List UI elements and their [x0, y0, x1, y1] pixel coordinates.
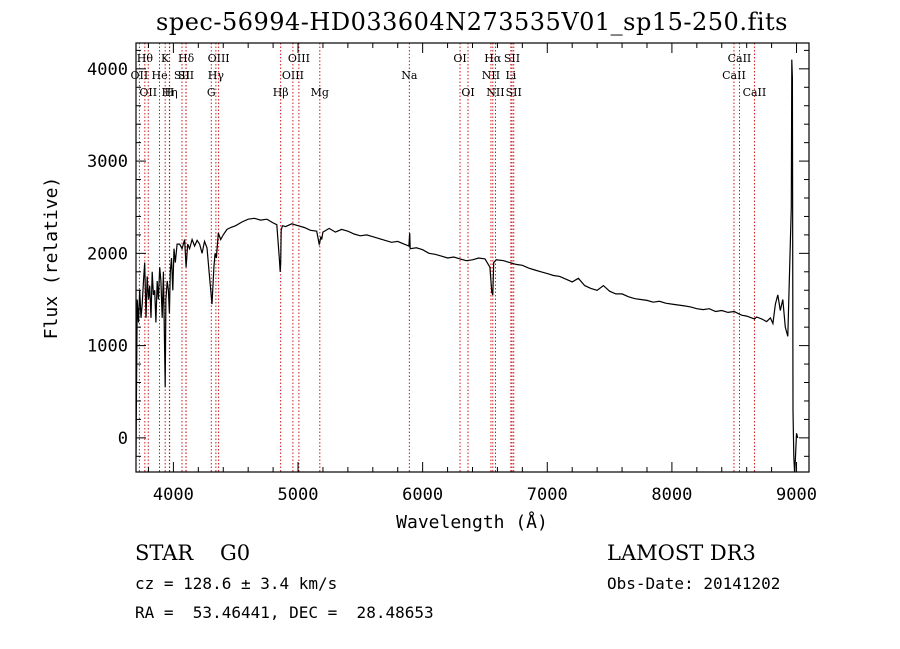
- line-marker-label: K: [161, 52, 170, 65]
- line-marker-label: SII: [174, 69, 190, 82]
- y-tick-label: 2000: [87, 244, 128, 264]
- x-tick-label: 9000: [776, 485, 817, 505]
- y-axis: 0 1000 2000 3000 4000: [87, 49, 809, 457]
- line-marker-label: OIII: [208, 52, 230, 65]
- obs-date-text: Obs-Date: 20141202: [607, 574, 781, 593]
- x-axis: 4000 5000 6000 7000 8000 9000: [147, 43, 817, 505]
- coordinates-text: RA = 53.46441, DEC = 28.48653: [135, 603, 434, 622]
- line-labels: HθOIIOIIHeHηKHSIIHδSIIGHγOIIIHβOIIIOIIIM…: [131, 52, 767, 99]
- plot-frame: [135, 42, 810, 473]
- spectrum-line: [136, 59, 799, 472]
- line-marker-label: Hα: [484, 52, 502, 65]
- y-axis-label: Flux (relative): [41, 177, 62, 340]
- redshift-text: cz = 128.6 ± 3.4 km/s: [135, 574, 338, 593]
- subclass-label: G0: [219, 541, 251, 565]
- line-marker-label: OIII: [282, 69, 304, 82]
- object-class: STAR G0: [135, 541, 250, 565]
- x-tick-label: 6000: [402, 485, 443, 505]
- line-marker-label: SII: [506, 86, 522, 99]
- x-tick-label: 8000: [651, 485, 692, 505]
- line-marker-label: Na: [401, 69, 418, 82]
- line-marker-label: Li: [505, 69, 516, 82]
- line-marker-label: Hθ: [137, 52, 154, 65]
- line-marker-label: He: [152, 69, 168, 82]
- line-marker-label: G: [207, 86, 216, 99]
- line-marker-label: SII: [178, 69, 194, 82]
- line-marker-label: Hδ: [178, 52, 195, 65]
- line-marker-label: OII: [131, 69, 149, 82]
- y-tick-label: 0: [118, 429, 128, 449]
- y-tick-label: 4000: [87, 60, 128, 80]
- line-marker-label: NII: [486, 86, 504, 99]
- line-marker-label: H: [165, 86, 175, 99]
- line-marker-label: SII: [504, 52, 520, 65]
- x-tick-label: 7000: [527, 485, 568, 505]
- line-marker-label: OI: [461, 86, 474, 99]
- x-tick-label: 5000: [278, 485, 319, 505]
- page-title: spec-56994-HD033604N273535V01_sp15-250.f…: [156, 8, 788, 36]
- x-tick-label: 4000: [153, 485, 194, 505]
- y-tick-label: 1000: [87, 337, 128, 357]
- line-marker-label: Mg: [311, 86, 329, 99]
- line-marker-label: Hβ: [273, 86, 289, 99]
- y-tick-label: 3000: [87, 152, 128, 172]
- survey-label: LAMOST DR3: [607, 541, 756, 565]
- line-marker-label: Hη: [162, 86, 178, 99]
- line-marker-label: OIII: [288, 52, 310, 65]
- line-marker-label: OI: [453, 52, 466, 65]
- line-marker-label: CaII: [743, 86, 767, 99]
- line-marker-label: CaII: [722, 69, 746, 82]
- class-label: STAR: [135, 541, 194, 565]
- x-axis-label: Wavelength (Å): [396, 511, 548, 533]
- line-marker-label: NII: [482, 69, 500, 82]
- line-marker-label: CaII: [728, 52, 752, 65]
- line-marker-label: Hγ: [208, 69, 225, 82]
- line-marker-label: OII: [139, 86, 157, 99]
